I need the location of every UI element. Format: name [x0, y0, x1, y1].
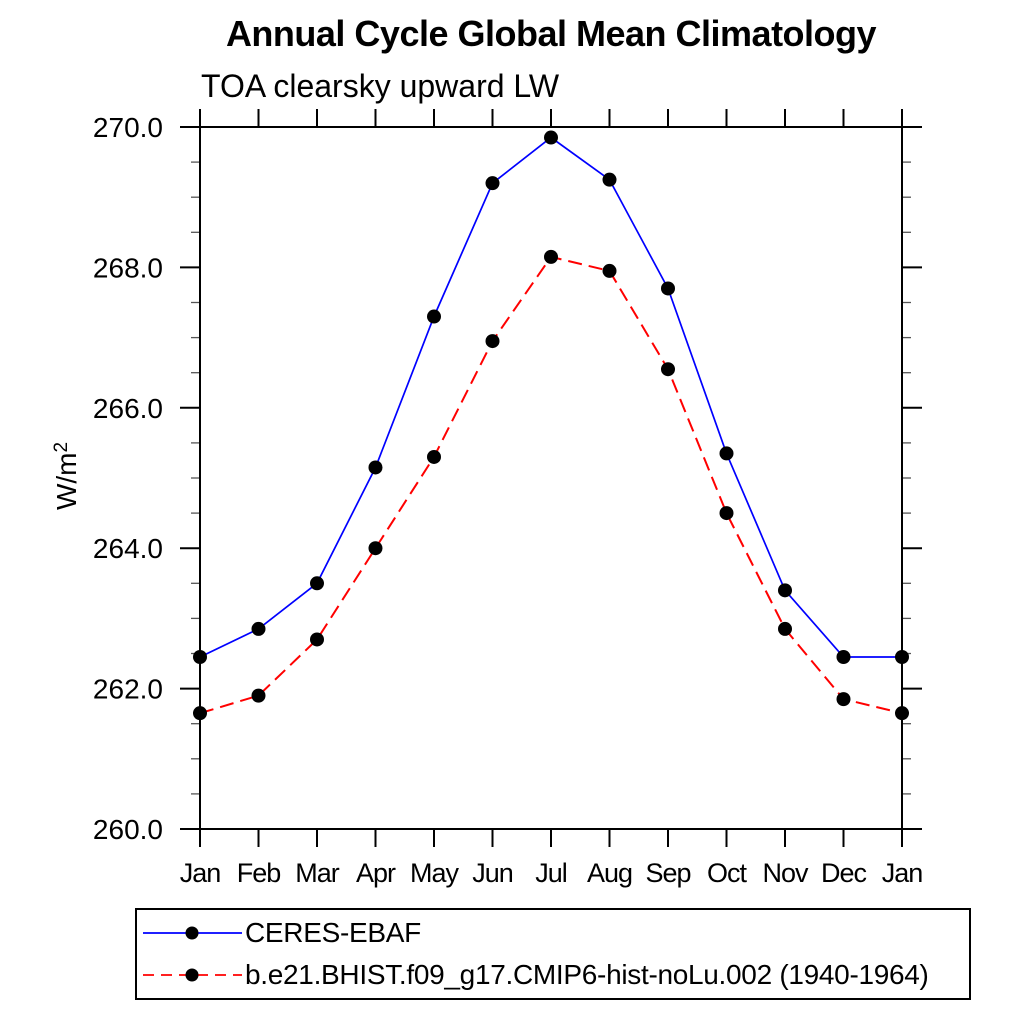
y-tick-label: 270.0	[93, 112, 163, 143]
legend-label-model: b.e21.BHIST.f09_g17.CMIP6-hist-noLu.002 …	[245, 959, 929, 991]
y-tick-label: 268.0	[93, 252, 163, 283]
y-tick-label: 262.0	[93, 674, 163, 705]
x-tick-label: Dec	[821, 858, 867, 888]
legend-sample-dashed-red-line	[143, 968, 242, 982]
data-point-marker-series-1	[251, 688, 266, 703]
data-point-marker-series-0	[251, 621, 266, 636]
x-tick-label: Jul	[535, 858, 567, 888]
legend-sample-solid-blue-line	[143, 926, 242, 940]
data-point-marker-series-1	[895, 706, 909, 721]
y-tick-label: 260.0	[93, 814, 163, 845]
plot-frame	[199, 126, 903, 830]
data-point-marker-series-0	[895, 650, 909, 665]
legend-marker-dot	[185, 968, 199, 982]
x-tick-label: Jan	[180, 858, 221, 888]
chart-subtitle: TOA clearsky upward LW	[201, 68, 560, 104]
data-point-marker-series-0	[544, 130, 558, 145]
data-point-marker-series-1	[602, 263, 617, 278]
data-point-marker-series-0	[193, 650, 207, 665]
data-point-marker-series-1	[778, 621, 792, 636]
y-tick-label: 264.0	[93, 533, 163, 564]
data-point-marker-series-0	[836, 650, 851, 665]
data-point-marker-series-0	[778, 583, 792, 598]
data-point-marker-series-1	[485, 334, 500, 349]
series-line-1	[199, 255, 903, 715]
x-tick-label: Jun	[472, 858, 513, 888]
x-tick-label: May	[410, 858, 460, 888]
legend: CERES-EBAF b.e21.BHIST.f09_g17.CMIP6-his…	[135, 908, 971, 1000]
x-tick-label: Mar	[295, 858, 340, 888]
series-line-0	[199, 136, 902, 658]
data-point-marker-series-1	[310, 632, 324, 647]
data-point-marker-series-1	[544, 249, 558, 264]
data-point-marker-series-0	[719, 446, 734, 461]
chart-title: Annual Cycle Global Mean Climatology	[225, 13, 877, 54]
legend-entry-model: b.e21.BHIST.f09_g17.CMIP6-hist-noLu.002 …	[140, 955, 969, 995]
x-tick-label: Apr	[356, 858, 396, 888]
legend-label-ceres-ebaf: CERES-EBAF	[245, 916, 421, 948]
data-point-marker-series-0	[310, 576, 324, 591]
x-tick-label: Nov	[762, 858, 809, 888]
x-tick-label: Oct	[707, 858, 748, 888]
data-point-marker-series-0	[485, 176, 500, 191]
legend-marker-dot	[185, 926, 199, 940]
data-point-marker-series-1	[193, 706, 207, 721]
legend-entry-ceres-ebaf: CERES-EBAF	[140, 913, 969, 953]
data-point-marker-series-1	[836, 692, 851, 707]
data-point-marker-series-1	[368, 541, 383, 556]
data-point-marker-series-1	[661, 362, 675, 377]
data-point-marker-series-0	[427, 309, 441, 324]
y-tick-label: 266.0	[93, 393, 163, 424]
data-point-marker-series-0	[602, 172, 617, 187]
x-tick-label: Jan	[882, 858, 923, 888]
x-tick-label: Feb	[237, 858, 281, 888]
data-point-marker-series-0	[661, 281, 675, 296]
data-point-marker-series-1	[719, 506, 734, 521]
data-point-marker-series-1	[427, 449, 441, 464]
x-tick-label: Sep	[645, 858, 690, 888]
x-tick-label: Aug	[587, 858, 632, 888]
data-point-marker-series-0	[368, 460, 383, 475]
